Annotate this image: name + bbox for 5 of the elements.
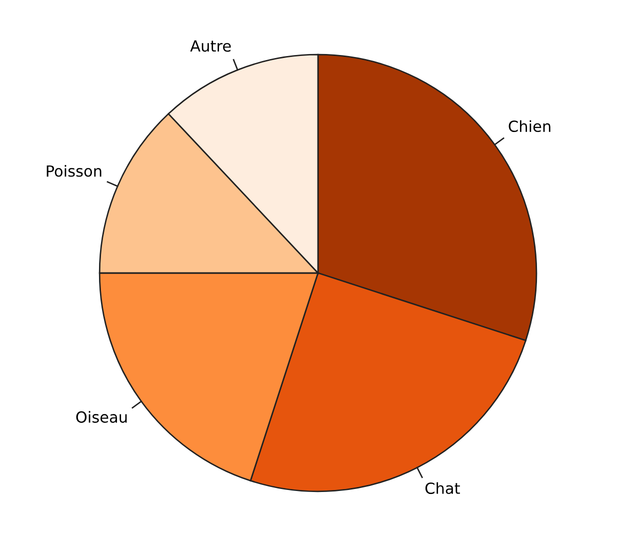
slice-label: Poisson xyxy=(46,164,102,177)
slice-label: Autre xyxy=(190,40,231,52)
slice-label: Chien xyxy=(508,120,550,132)
slice-label: Oiseau xyxy=(76,411,127,423)
slice-label: Chat xyxy=(425,482,460,494)
